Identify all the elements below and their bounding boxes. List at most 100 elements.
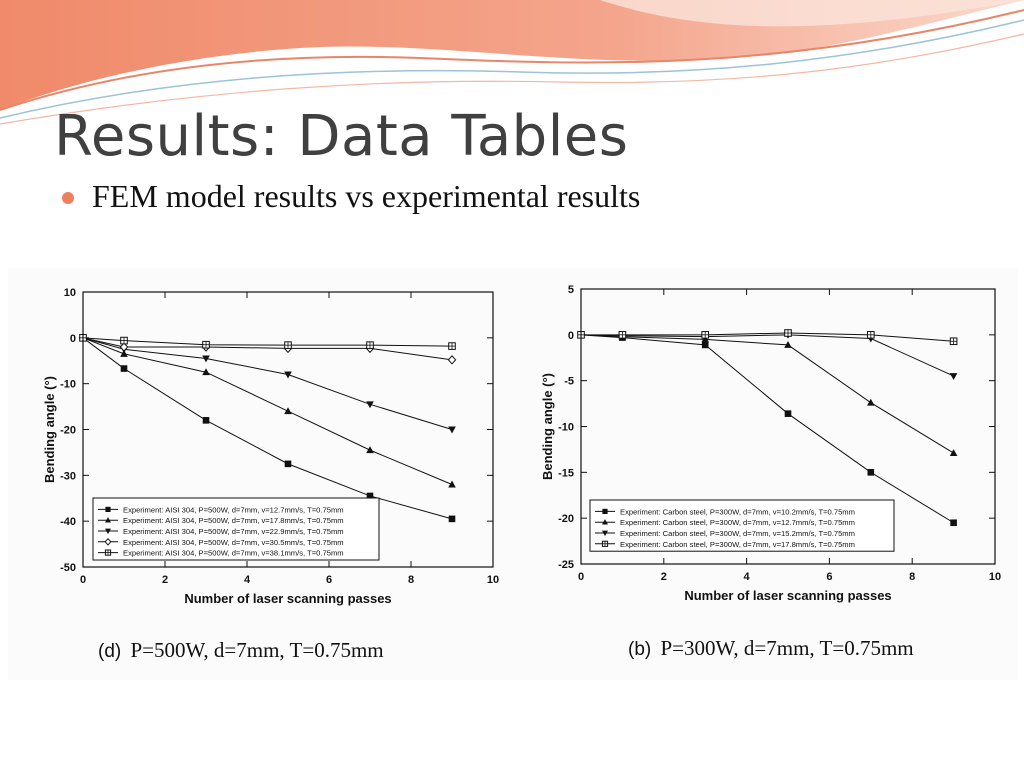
x-tick-label: 6: [826, 571, 832, 583]
data-point-s1-p6: [950, 519, 957, 527]
legend-marker: [105, 517, 111, 523]
y-tick-label: -40: [60, 516, 76, 528]
legend-marker: [601, 540, 609, 547]
slide-title: Results: Data Tables: [54, 104, 629, 169]
legend-box: [92, 497, 380, 561]
x-axis-label: Number of laser scanning passes: [184, 591, 391, 606]
bullet-dot-icon: [62, 191, 74, 204]
series-line-4: [581, 332, 954, 342]
caption-right-tag: (b): [628, 639, 652, 660]
data-point-s2-p5: [366, 446, 374, 454]
series-line-3: [580, 334, 954, 377]
data-point-s4-p6: [447, 355, 457, 365]
x-tick-label: 2: [162, 574, 168, 586]
y-tick-label: -30: [60, 470, 76, 482]
legend-marker: [602, 530, 608, 537]
legend-entry: Experiment: Carbon steel, P=300W, d=7mm,…: [595, 507, 855, 516]
series-line-2: [580, 334, 954, 454]
data-point-s2-p4: [284, 407, 292, 415]
y-tick-label: 0: [568, 330, 574, 342]
x-tick-label: 8: [408, 574, 414, 586]
data-point-s5-p5: [366, 341, 374, 349]
legend-marker: [602, 508, 608, 514]
legend-label: Experiment: Carbon steel, P=300W, d=7mm,…: [620, 540, 855, 549]
caption-left-tag: (d): [98, 641, 122, 662]
data-point-s4-p2: [119, 342, 129, 352]
plot-frame: [580, 288, 996, 565]
legend-label: Experiment: AISI 304, P=500W, d=7mm, v=2…: [123, 527, 344, 536]
data-point-s3-p6: [949, 373, 958, 381]
caption-right-text: P=300W, d=7mm, T=0.75mm: [660, 636, 914, 660]
bullet-item: FEM model results vs experimental result…: [62, 178, 640, 215]
legend-label: Experiment: Carbon steel, P=300W, d=7mm,…: [620, 529, 855, 538]
data-point-s2-p6: [448, 480, 456, 488]
legend-marker: [105, 506, 111, 512]
series-line-5: [82, 337, 453, 347]
x-tick-label: 4: [244, 574, 251, 586]
y-tick-label: 5: [568, 284, 574, 296]
data-point-s3-p3: [202, 355, 210, 363]
y-tick-label: -10: [558, 422, 574, 434]
data-point-s4-p4: [784, 329, 792, 337]
legend-label: Experiment: Carbon steel, P=300W, d=7mm,…: [620, 507, 855, 516]
series-line-4: [82, 337, 453, 361]
x-tick-label: 0: [80, 574, 86, 586]
data-point-s4-p5: [867, 331, 875, 339]
legend: Experiment: AISI 304, P=500W, d=7mm, v=1…: [92, 497, 380, 561]
series-line-2: [82, 337, 453, 485]
x-tick-label: 4: [744, 571, 751, 583]
y-tick-label: -20: [558, 513, 574, 525]
legend-label: Experiment: Carbon steel, P=300W, d=7mm,…: [620, 518, 855, 527]
legend-entry: Experiment: Carbon steel, P=300W, d=7mm,…: [595, 540, 855, 549]
y-axis-label: Bending angle (°): [540, 373, 555, 480]
legend-label: Experiment: AISI 304, P=500W, d=7mm, v=3…: [123, 549, 344, 558]
caption-left: (d) P=500W, d=7mm, T=0.75mm: [98, 638, 384, 663]
y-tick-label: 0: [70, 333, 76, 345]
data-point-s4-p2: [618, 331, 627, 339]
x-axis-label: Number of laser scanning passes: [684, 588, 891, 603]
data-point-s1-p3: [701, 341, 709, 349]
legend-box: [589, 499, 895, 552]
y-tick-label: -10: [60, 379, 76, 391]
legend-entry: Experiment: Carbon steel, P=300W, d=7mm,…: [595, 518, 855, 527]
legend-entry: Experiment: AISI 304, P=500W, d=7mm, v=1…: [98, 505, 344, 514]
series-line-3: [82, 337, 453, 430]
legend-entry: Experiment: AISI 304, P=500W, d=7mm, v=3…: [98, 538, 344, 547]
legend-entry: Experiment: Carbon steel, P=300W, d=7mm,…: [595, 529, 855, 538]
data-point-s5-p6: [448, 342, 456, 350]
data-point-s5-p4: [284, 341, 292, 349]
legend-marker: [104, 537, 112, 546]
x-tick-label: 6: [326, 574, 332, 586]
legend-label: Experiment: AISI 304, P=500W, d=7mm, v=1…: [123, 505, 344, 514]
data-point-s1-p4: [284, 460, 292, 468]
data-point-s2-p4: [784, 340, 792, 348]
figure-panel: [8, 268, 1018, 680]
y-tick-label: -15: [558, 467, 574, 479]
x-tick-label: 8: [909, 571, 915, 583]
data-point-s1-p4: [784, 410, 792, 417]
chart-left: 10 0 -10 -20 -30 -40 -50 0 2 4 6 8 10 Number of laser…: [42, 287, 499, 606]
legend-label: Experiment: AISI 304, P=500W, d=7mm, v=1…: [123, 516, 344, 525]
y-tick-label: -20: [60, 425, 76, 437]
legend-marker: [602, 519, 608, 525]
plot-frame: [82, 291, 494, 568]
data-point-s3-p6: [448, 426, 456, 434]
y-tick-label: -25: [558, 559, 574, 571]
series-line-1: [82, 337, 453, 520]
data-point-s2-p5: [867, 398, 875, 406]
data-point-s1-p5: [867, 469, 875, 476]
data-point-s2-p2: [120, 349, 128, 357]
caption-right: (b) P=300W, d=7mm, T=0.75mm: [628, 636, 914, 661]
x-tick-label: 0: [578, 571, 584, 583]
data-point-s1-p2: [120, 365, 128, 372]
data-point-s5-p2: [120, 336, 128, 345]
data-point-s2-p6: [949, 449, 958, 457]
legend-entry: Experiment: AISI 304, P=500W, d=7mm, v=2…: [98, 527, 344, 536]
data-point-s1-p3: [202, 417, 210, 424]
legend-marker: [104, 549, 112, 556]
legend-label: Experiment: AISI 304, P=500W, d=7mm, v=3…: [123, 538, 344, 547]
y-tick-label: -5: [564, 376, 574, 388]
x-tick-label: 10: [487, 574, 499, 586]
legend-entry: Experiment: AISI 304, P=500W, d=7mm, v=1…: [98, 516, 344, 525]
legend-marker: [105, 528, 111, 535]
